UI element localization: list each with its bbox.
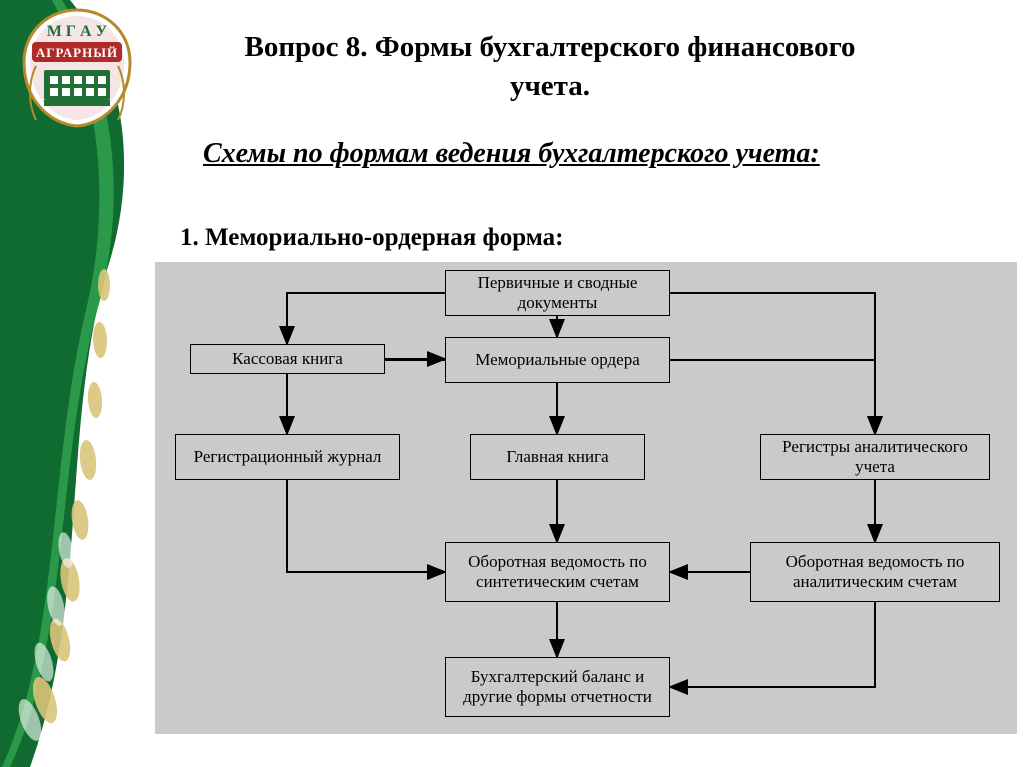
logo-icon: М Г А У АГРАРНЫЙ — [18, 8, 136, 128]
university-logo: М Г А У АГРАРНЫЙ — [18, 8, 136, 128]
flow-node-n7: Оборотная ведомость по синтетическим сче… — [445, 542, 670, 602]
flow-node-n8: Оборотная ведомость по аналитическим сче… — [750, 542, 1000, 602]
logo-band-text: АГРАРНЫЙ — [36, 45, 118, 60]
flow-node-n1: Первичные и сводные документы — [445, 270, 670, 316]
flow-edge-n1-n2 — [287, 293, 461, 344]
flow-edge-n1-n6 — [653, 293, 875, 434]
flow-edge-n8-n9 — [670, 602, 875, 687]
flow-node-n5: Главная книга — [470, 434, 645, 480]
page-subtitle: Схемы по формам ведения бухгалтерского у… — [155, 135, 915, 173]
flow-node-n6: Регистры аналитического учета — [760, 434, 990, 480]
page: М Г А У АГРАРНЫЙ Вопрос 8. Формы бухгалт… — [0, 0, 1024, 767]
flow-node-n3: Мемориальные ордера — [445, 337, 670, 383]
flow-node-n2: Кассовая книга — [190, 344, 385, 374]
flow-edge-n3-n6 — [653, 360, 875, 434]
flowchart: Первичные и сводные документы Кассовая кн… — [155, 262, 1017, 734]
flow-node-n9: Бухгалтерский баланс и другие формы отче… — [445, 657, 670, 717]
flow-edge-n4-n7 — [287, 480, 445, 572]
logo-top-text: М Г А У — [47, 23, 108, 40]
list-item-1: 1. Мемориально-ордерная форма: — [180, 224, 563, 252]
flow-node-n4: Регистрационный журнал — [175, 434, 400, 480]
page-title: Вопрос 8. Формы бухгалтерского финансово… — [235, 28, 865, 106]
